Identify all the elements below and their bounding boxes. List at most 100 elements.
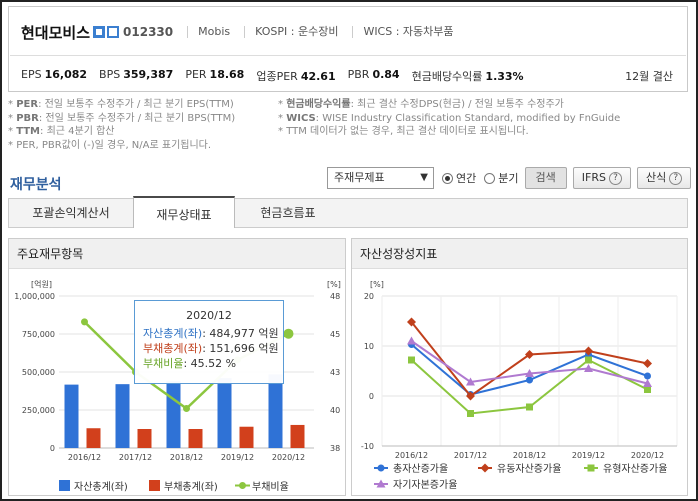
growth-point — [644, 372, 651, 380]
x-tick-label: 2019/12 — [572, 451, 605, 460]
tab-income-statement[interactable]: 포괄손익계산서 — [32, 206, 110, 220]
legend-label: 부채비율 — [252, 481, 289, 493]
x-tick-label: 2017/12 — [454, 451, 487, 460]
bar-liabilities — [239, 426, 254, 448]
metric-pbr: PBR 0.84 — [347, 68, 400, 81]
settlement-month: 12월 결산 — [625, 70, 673, 83]
tooltip-assets: 자산총계(좌): 484,977 억원 — [143, 327, 279, 340]
growth-point — [584, 346, 593, 356]
header-divider — [10, 55, 686, 56]
y-right-tick-label: 40 — [330, 406, 340, 415]
note-ttm-missing: * TTM 데이터가 없는 경우, 최근 결산 데이터로 표시됩니다. — [278, 126, 529, 137]
y-left-unit: [억원] — [31, 279, 52, 289]
legend-label: 자기자본증가율 — [393, 479, 457, 491]
notes-right: * 현금배당수익률: 최근 결산 수정DPS(현금) / 전일 보통주 수정주가… — [278, 98, 620, 139]
x-tick-label: 2016/12 — [68, 453, 101, 462]
y-tick-label: 20 — [364, 292, 374, 301]
metric-industry-per: 업종PER 42.61 — [256, 70, 336, 83]
help-icon: ? — [608, 171, 622, 185]
growth-point — [525, 350, 534, 359]
y-left-tick-label: 250,000 — [22, 406, 55, 415]
search-button[interactable]: 검색 — [524, 167, 567, 189]
debt-ratio-point — [283, 328, 294, 339]
growth-point — [584, 364, 593, 372]
growth-point — [585, 356, 592, 364]
controls-bar: 주재무제표 ▼ 연간 분기 검색 IFRS? 산식? — [327, 167, 692, 189]
debt-ratio-point — [81, 318, 88, 326]
y-right-tick-label: 45 — [330, 330, 340, 339]
legend-marker — [587, 464, 595, 472]
legend-marker — [377, 464, 385, 472]
radio-unchecked-icon — [484, 172, 496, 184]
metric-eps: EPS 16,082 — [21, 68, 88, 81]
statement-select[interactable]: 주재무제표 ▼ — [327, 167, 434, 189]
y-tick-label: -10 — [361, 442, 374, 451]
bar-liabilities — [188, 429, 203, 448]
stock-code: 012330 — [123, 25, 174, 39]
note-per: * PER: 전일 보통주 수정주가 / 최근 분기 EPS(TTM) — [8, 99, 234, 110]
building-icon[interactable] — [107, 26, 120, 38]
y-right-unit: [%] — [327, 280, 341, 289]
growth-point — [466, 377, 475, 386]
growth-point — [644, 386, 651, 393]
y-right-tick-label: 43 — [330, 368, 340, 377]
bar-assets — [268, 374, 283, 448]
note-negative: * PER, PBR값이 (-)일 경우, N/A로 표기됩니다. — [8, 139, 212, 151]
note-pbr: * PBR: 전일 보통주 수정주가 / 최근 분기 BPS(TTM) — [8, 112, 236, 124]
section-title: 재무분석 — [10, 177, 62, 193]
asset-growth-panel: 자산성장성지표 [%] 20 10 0 -10 2016/12 2017/12 2018/12… — [351, 238, 688, 496]
growth-point — [643, 379, 652, 387]
radio-annual[interactable]: 연간 — [442, 170, 476, 186]
legend-label: 유형자산증가율 — [603, 463, 667, 475]
x-tick-label: 2020/12 — [631, 451, 664, 460]
bar-liabilities — [290, 424, 305, 448]
company-name[interactable]: 현대모비스 — [21, 23, 91, 42]
note-ttm: * TTM: 최근 4분기 합산 — [8, 126, 115, 137]
bar-assets — [166, 381, 181, 448]
tooltip-date: 2020/12 — [186, 309, 232, 322]
y-left-tick-label: 500,000 — [22, 368, 55, 377]
y-tick-label: 10 — [364, 342, 374, 351]
y-left-tick-label: 750,000 — [22, 330, 55, 339]
notes-left: * PER: 전일 보통주 수정주가 / 최근 분기 EPS(TTM) * PB… — [8, 98, 235, 152]
y-unit: [%] — [370, 280, 384, 289]
radio-checked-icon — [442, 172, 453, 184]
metric-per: PER 18.68 — [185, 68, 245, 81]
x-tick-label: 2016/12 — [395, 451, 428, 460]
bar-liabilities — [86, 428, 101, 448]
formula-button[interactable]: 산식? — [636, 167, 692, 189]
tab-balance-sheet[interactable]: 재무상태표 — [133, 196, 235, 228]
growth-point — [466, 391, 475, 401]
bar-assets — [217, 378, 232, 448]
growth-point — [407, 317, 416, 327]
radio-quarter[interactable]: 분기 — [484, 170, 519, 186]
meta-english-name: Mobis — [187, 26, 230, 38]
y-right-tick-label: 38 — [330, 444, 340, 453]
statement-select-value: 주재무제표 — [334, 171, 385, 184]
bar-assets — [64, 384, 79, 448]
company-summary: 현대모비스 012330 Mobis KOSPI : 운수장비 WICS : 자… — [8, 6, 688, 92]
legend-label: 부채총계(좌) — [164, 481, 218, 493]
bar-liabilities — [137, 429, 152, 448]
legend-swatch — [239, 482, 246, 489]
homepage-icon[interactable] — [93, 26, 106, 38]
y-tick-label: 0 — [369, 392, 374, 401]
chart-tooltip: 2020/12 자산총계(좌): 484,977 억원 부채총계(좌): 151… — [134, 300, 284, 384]
x-tick-label: 2020/12 — [272, 453, 305, 462]
growth-point — [525, 369, 534, 377]
financial-items-title: 주요재무항목 — [9, 239, 345, 269]
meta-kospi: KOSPI : 운수장비 — [244, 26, 338, 38]
note-wics: * WICS: WISE Industry Classification Sta… — [278, 112, 621, 124]
growth-point — [407, 336, 416, 345]
ifrs-button[interactable]: IFRS? — [572, 167, 631, 189]
legend-marker — [376, 479, 386, 488]
company-title-row: 현대모비스 012330 Mobis KOSPI : 운수장비 WICS : 자… — [21, 21, 454, 43]
x-tick-label: 2019/12 — [221, 453, 254, 462]
legend-swatch — [59, 480, 70, 491]
financial-items-chart: [억원] [%] 1,000,000 750,000 500,000 250,000 0 48… — [14, 279, 341, 493]
tab-cash-flow[interactable]: 현금흐름표 — [260, 206, 316, 220]
metric-dividend-yield: 현금배당수익률 1.33% — [411, 70, 524, 83]
legend-swatch — [149, 480, 160, 491]
growth-point — [526, 403, 533, 411]
